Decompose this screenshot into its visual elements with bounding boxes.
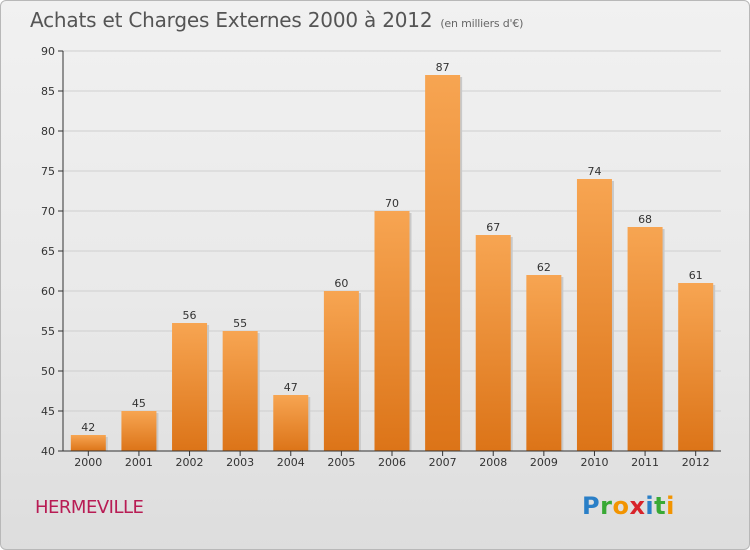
bar-2006	[374, 211, 410, 451]
logo-letter: P	[582, 492, 601, 520]
x-tick-label: 2002	[176, 456, 204, 469]
y-tick-label: 45	[41, 405, 55, 418]
x-tick-label: 2010	[580, 456, 608, 469]
value-label: 67	[486, 221, 500, 234]
bar-2011	[627, 227, 663, 451]
axes: 40 45 50 55 60 65 70 75 80 85 90 2000 2001 2002 2003 20…	[41, 45, 721, 469]
bar-2002	[172, 323, 208, 451]
x-tick-label: 2000	[74, 456, 102, 469]
logo-letter: t	[654, 492, 667, 520]
bar-2012	[678, 283, 714, 451]
labels: 42 45 56 55 47 60 70 87 67 62 74 68 61	[81, 61, 702, 434]
x-tick-label: 2004	[277, 456, 305, 469]
logo-letter: i	[666, 492, 675, 520]
bar-2003	[222, 331, 258, 451]
value-label: 42	[81, 421, 95, 434]
logo-letter: o	[612, 492, 630, 520]
y-tick-label: 60	[41, 285, 55, 298]
y-tick-label: 70	[41, 205, 55, 218]
y-tick-label: 50	[41, 365, 55, 378]
title-unit: (en milliers d'€)	[440, 17, 524, 30]
x-tick-label: 2011	[631, 456, 659, 469]
y-tick-label: 80	[41, 125, 55, 138]
x-tick-label: 2009	[530, 456, 558, 469]
value-label: 60	[334, 277, 348, 290]
value-label: 56	[183, 309, 197, 322]
value-label: 74	[587, 165, 601, 178]
value-label: 70	[385, 197, 399, 210]
value-label: 68	[638, 213, 652, 226]
bar-2005	[323, 291, 359, 451]
logo-letter: x	[629, 492, 646, 520]
logo-letter: i	[645, 492, 655, 520]
y-tick-label: 40	[41, 445, 55, 458]
x-tick-label: 2007	[429, 456, 457, 469]
bar-2008	[475, 235, 511, 451]
y-tick-label: 55	[41, 325, 55, 338]
y-tick-label: 65	[41, 245, 55, 258]
bar-2000	[70, 435, 106, 451]
value-label: 47	[284, 381, 298, 394]
value-label: 87	[436, 61, 450, 74]
chart-title: Achats et Charges Externes 2000 à 2012 (e…	[30, 8, 523, 32]
bar-2010	[576, 179, 612, 451]
title-text: Achats et Charges Externes 2000 à 2012	[30, 8, 433, 32]
x-tick-label: 2003	[226, 456, 254, 469]
x-tick-label: 2006	[378, 456, 406, 469]
bar-2007	[425, 75, 461, 451]
location-name: HERMEVILLE	[35, 497, 144, 518]
x-tick-label: 2008	[479, 456, 507, 469]
value-label: 62	[537, 261, 551, 274]
logo-letter: r	[600, 492, 613, 520]
bar-2009	[526, 275, 562, 451]
bar-2001	[121, 411, 157, 451]
x-tick-label: 2005	[327, 456, 355, 469]
x-tick-label: 2001	[125, 456, 153, 469]
y-tick-label: 75	[41, 165, 55, 178]
x-tick-label: 2012	[682, 456, 710, 469]
value-label: 55	[233, 317, 247, 330]
y-tick-label: 90	[41, 45, 55, 58]
bars	[70, 75, 716, 451]
proxiti-logo: Proxiti	[582, 492, 675, 520]
value-label: 61	[689, 269, 703, 282]
value-label: 45	[132, 397, 146, 410]
bar-2004	[273, 395, 309, 451]
y-tick-label: 85	[41, 85, 55, 98]
